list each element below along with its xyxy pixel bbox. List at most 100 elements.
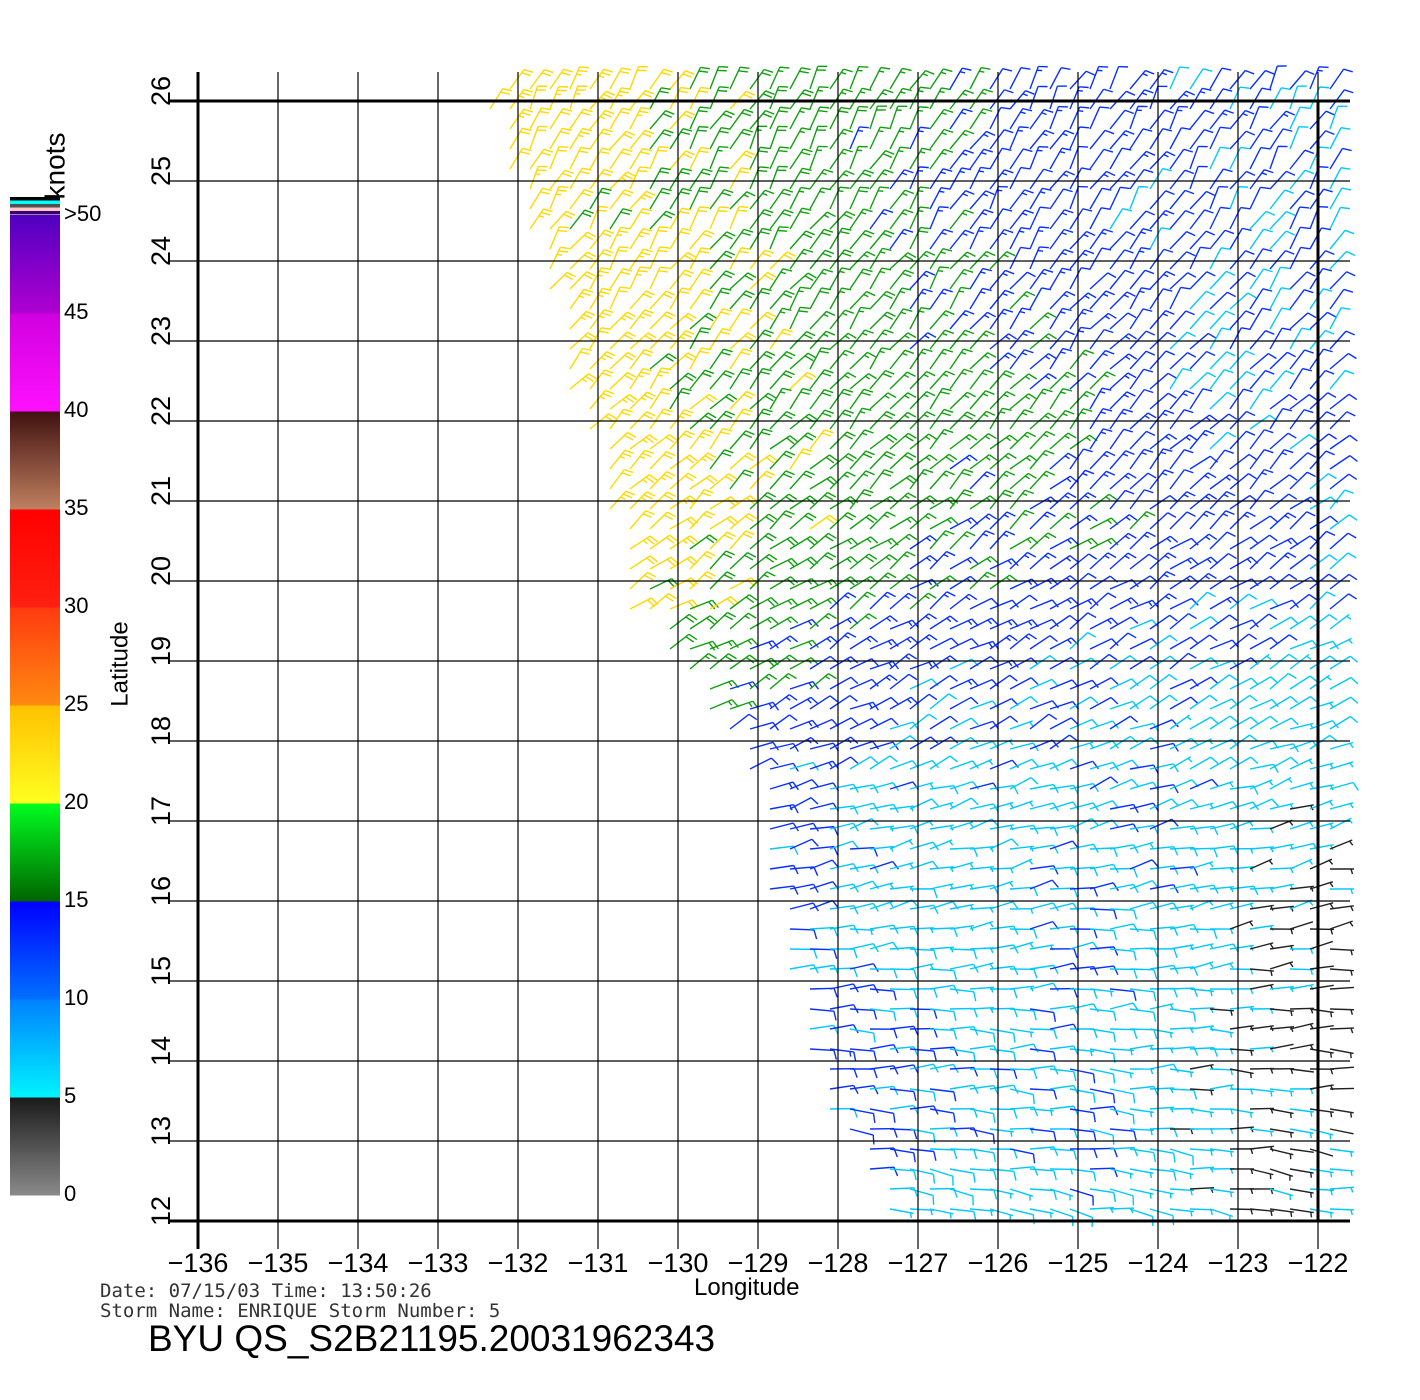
barb-feather <box>712 640 720 650</box>
barb-staff <box>909 433 930 450</box>
barb-staff <box>769 226 780 250</box>
barb-staff <box>1289 695 1311 710</box>
barb-staff <box>1089 106 1101 130</box>
barb-staff <box>1129 308 1144 330</box>
barb-feather <box>1281 307 1292 311</box>
barb-feather <box>873 784 879 794</box>
barb-feather <box>1064 129 1075 135</box>
barb-feather <box>698 150 709 154</box>
barb-feather <box>586 231 596 238</box>
barb-staff <box>1309 268 1324 290</box>
barb-feather <box>618 230 629 233</box>
barb-feather <box>719 86 729 89</box>
wind-barb <box>1029 268 1054 290</box>
barb-feather <box>764 395 774 402</box>
barb-feather <box>689 454 698 462</box>
wind-barb <box>569 66 590 90</box>
barb-feather <box>783 353 793 360</box>
barb-staff <box>1149 634 1171 650</box>
wind-barb <box>989 489 1015 510</box>
barb-staff <box>1089 272 1109 290</box>
barb-feather <box>565 210 576 216</box>
barb-half-feather <box>985 515 991 521</box>
barb-staff <box>1169 210 1186 230</box>
barb-feather <box>744 469 754 474</box>
barb-half-feather <box>942 313 949 317</box>
barb-feather <box>772 722 780 731</box>
barb-feather <box>763 68 774 74</box>
barb-feather <box>1127 472 1137 479</box>
barb-feather <box>1127 632 1137 639</box>
barb-feather <box>850 717 859 725</box>
wind-barb <box>1069 718 1099 730</box>
barb-half-feather <box>640 196 646 201</box>
barb-feather <box>742 293 753 299</box>
wind-barb <box>1249 763 1279 773</box>
barb-feather <box>810 797 819 805</box>
barb-feather <box>790 616 799 624</box>
barb-staff <box>1109 803 1134 810</box>
barb-half-feather <box>1002 292 1008 297</box>
wind-barb <box>1149 167 1173 190</box>
barb-feather <box>1247 292 1257 299</box>
barb-feather <box>1270 636 1279 645</box>
barb-feather <box>1020 66 1031 70</box>
barb-feather <box>1206 591 1216 598</box>
wind-barb <box>849 329 874 350</box>
colorbar-band <box>10 313 60 412</box>
barb-half-feather <box>1102 293 1109 297</box>
barb-staff <box>689 147 702 170</box>
wind-barb <box>1069 145 1089 170</box>
barb-half-feather <box>1044 314 1050 319</box>
wind-barb <box>709 308 733 330</box>
wind-barb <box>1209 698 1239 710</box>
barb-feather <box>1309 675 1319 683</box>
barb-feather <box>1322 288 1333 292</box>
barb-feather <box>883 208 894 214</box>
wind-barb <box>1269 634 1298 650</box>
barb-feather <box>598 205 609 208</box>
barb-feather <box>1149 695 1158 703</box>
wind-barb <box>589 168 614 190</box>
barb-feather <box>1261 87 1272 91</box>
barb-staff <box>1089 776 1112 790</box>
barb-feather <box>1130 616 1139 624</box>
wind-barb <box>569 288 594 310</box>
barb-staff <box>869 803 894 810</box>
barb-feather <box>1127 532 1137 539</box>
barb-staff <box>1289 312 1309 330</box>
barb-feather <box>782 473 793 479</box>
barb-feather <box>1061 147 1072 151</box>
barb-staff <box>1089 653 1110 670</box>
barb-feather <box>659 90 669 94</box>
barb-feather <box>904 209 914 214</box>
barb-feather <box>1187 272 1197 278</box>
wind-barb <box>929 428 954 450</box>
barb-feather <box>810 535 819 544</box>
wind-barb <box>1209 351 1236 370</box>
barb-feather <box>1129 715 1139 723</box>
wind-barb <box>1189 145 1208 170</box>
barb-feather <box>904 269 915 275</box>
barb-half-feather <box>622 398 628 403</box>
barb-half-feather <box>1059 271 1066 274</box>
barb-half-feather <box>962 92 968 96</box>
barb-staff <box>849 717 872 730</box>
wind-barb <box>929 637 959 650</box>
barb-feather <box>927 512 937 520</box>
barb-feather <box>1124 109 1135 115</box>
barb-half-feather <box>748 702 753 708</box>
wind-barb <box>729 495 758 510</box>
barb-feather <box>887 392 897 399</box>
wind-barb <box>629 190 656 210</box>
barb-staff <box>1249 106 1260 130</box>
barb-feather <box>850 496 859 504</box>
barb-feather <box>703 268 713 273</box>
barb-feather <box>1171 798 1179 807</box>
wind-barb <box>1249 369 1275 390</box>
barb-half-feather <box>828 762 833 768</box>
wind-barb <box>1049 347 1073 370</box>
barb-feather <box>559 131 570 135</box>
barb-feather <box>521 91 531 97</box>
barb-feather <box>719 206 730 209</box>
